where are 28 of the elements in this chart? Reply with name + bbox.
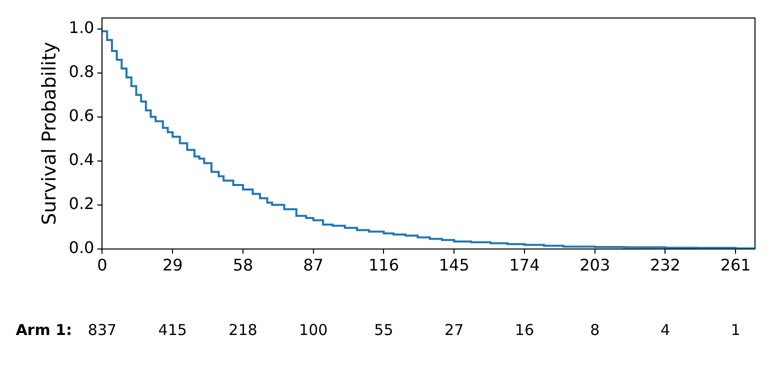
x-tick-label: 87	[303, 256, 324, 275]
y-tick-label: 0.4	[68, 150, 94, 170]
x-tick-label: 29	[162, 256, 183, 275]
text: 8	[590, 320, 600, 339]
x-tick-label: 203	[580, 256, 610, 275]
text: 1	[730, 320, 740, 339]
text: 4	[660, 320, 670, 339]
text: 100	[299, 320, 328, 339]
text: 837	[88, 320, 117, 339]
y-tick-label: 0.6	[68, 106, 94, 126]
text: 218	[228, 320, 258, 339]
text: 415	[158, 320, 187, 339]
text: 27	[444, 320, 464, 339]
text: 16	[514, 320, 534, 339]
y-tick-label: 0.2	[68, 194, 94, 213]
y-tick-label: 1.0	[68, 18, 94, 38]
x-tick-label: 174	[509, 256, 540, 275]
x-tick-label: 58	[232, 256, 254, 275]
x-tick-label: 145	[438, 256, 470, 275]
x-tick-label: 232	[650, 256, 680, 275]
y-tick-label: 0.0	[68, 238, 94, 257]
text: 55	[374, 320, 394, 339]
y-axis-title: Survival Probability	[38, 42, 60, 225]
text: Arm 1:	[16, 320, 72, 339]
x-tick-label: 0	[97, 256, 108, 275]
x-tick-label: 116	[368, 256, 400, 275]
y-tick-label: 0.8	[68, 62, 94, 82]
x-tick-label: 261	[720, 256, 751, 275]
